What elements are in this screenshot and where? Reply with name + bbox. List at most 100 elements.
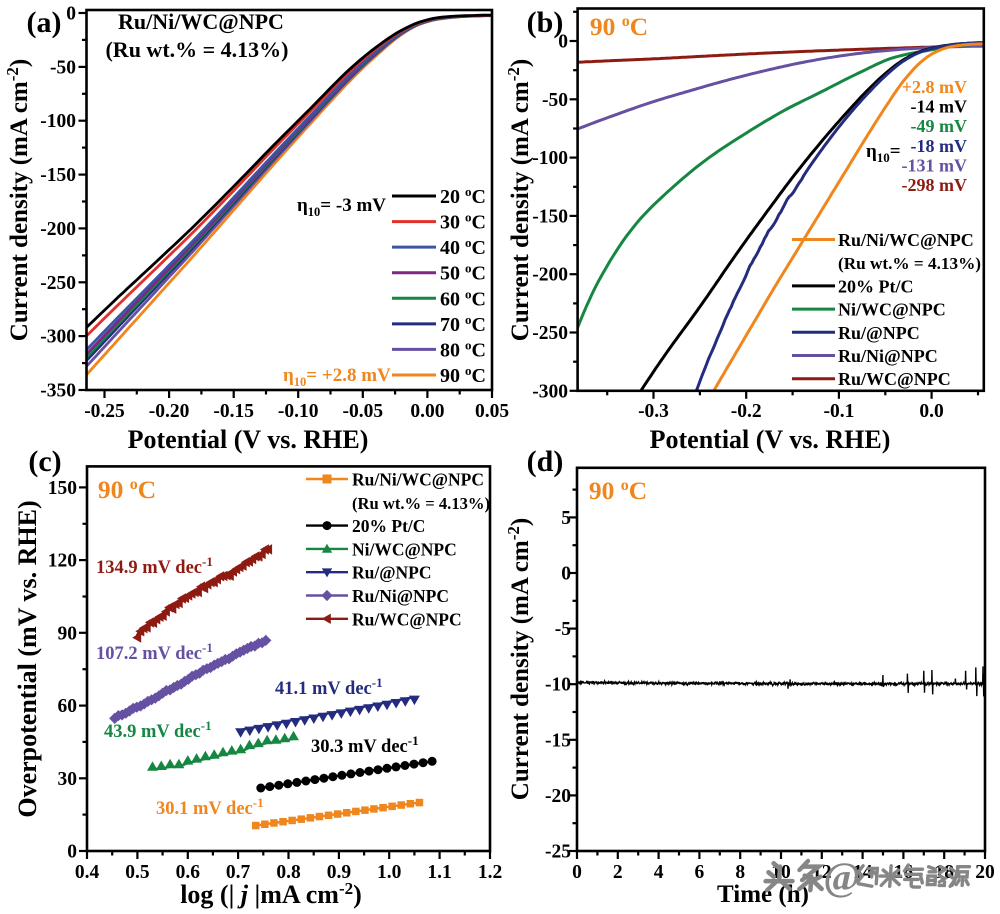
svg-text:0.7: 0.7: [226, 862, 251, 883]
svg-text:η10= +2.8 mV: η10= +2.8 mV: [283, 365, 391, 389]
svg-text:-0.20: -0.20: [149, 401, 190, 422]
svg-text:-131 mV: -131 mV: [902, 155, 968, 175]
svg-text:5: 5: [561, 508, 571, 529]
svg-text:-14 mV: -14 mV: [911, 97, 968, 117]
svg-text:90 oC: 90 oC: [98, 475, 156, 504]
svg-text:107.2 mV dec-1: 107.2 mV dec-1: [96, 640, 213, 664]
svg-text:2: 2: [613, 862, 623, 883]
svg-text:-100: -100: [532, 148, 568, 169]
svg-text:-350: -350: [40, 381, 76, 402]
svg-text:(c): (c): [28, 445, 61, 478]
svg-text:-49 mV: -49 mV: [911, 116, 968, 136]
svg-text:Current density (mA cm-2): Current density (mA cm-2): [504, 518, 534, 800]
svg-text:40 oC: 40 oC: [440, 235, 486, 259]
svg-text:-50: -50: [542, 90, 568, 111]
svg-text:(d): (d): [527, 445, 564, 478]
svg-text:43.9 mV dec-1: 43.9 mV dec-1: [104, 718, 212, 742]
svg-text:20 oC: 20 oC: [440, 184, 486, 208]
svg-text:-298 mV: -298 mV: [902, 175, 968, 195]
svg-text:4: 4: [654, 862, 664, 883]
svg-text:Ru/Ni/WC@NPC: Ru/Ni/WC@NPC: [118, 9, 284, 34]
svg-text:-18 mV: -18 mV: [911, 136, 968, 156]
svg-text:-0.05: -0.05: [342, 401, 383, 422]
svg-text:-20: -20: [545, 786, 571, 807]
svg-text:30: 30: [58, 769, 78, 790]
svg-text:Ru/Ni/WC@NPC: Ru/Ni/WC@NPC: [838, 230, 974, 250]
svg-text:60 oC: 60 oC: [440, 286, 486, 310]
svg-text:(b): (b): [527, 6, 564, 39]
svg-text:Overpotential (mV vs. RHE): Overpotential (mV vs. RHE): [13, 500, 42, 817]
svg-text:50 oC: 50 oC: [440, 261, 486, 285]
svg-text:Ru/WC@NPC: Ru/WC@NPC: [352, 609, 462, 629]
svg-text:1.1: 1.1: [427, 862, 451, 883]
svg-text:log (| j |mA cm-2): log (| j |mA cm-2): [180, 879, 362, 909]
svg-text:0.5: 0.5: [125, 862, 150, 883]
svg-text:Ni/WC@NPC: Ni/WC@NPC: [352, 539, 457, 559]
svg-text:20% Pt/C: 20% Pt/C: [838, 276, 914, 296]
svg-text:-0.3: -0.3: [638, 401, 669, 422]
svg-text:-0.1: -0.1: [823, 401, 854, 422]
svg-text:-250: -250: [40, 273, 76, 294]
svg-text:Ni/WC@NPC: Ni/WC@NPC: [838, 300, 946, 320]
svg-text:1.0: 1.0: [377, 862, 401, 883]
svg-text:6: 6: [695, 862, 705, 883]
svg-text:0.9: 0.9: [327, 862, 352, 883]
svg-text:Ru/@NPC: Ru/@NPC: [352, 563, 431, 583]
svg-text:Current density (mA cm-2): Current density (mA cm-2): [3, 59, 33, 341]
svg-text:Ru/Ni/WC@NPC: Ru/Ni/WC@NPC: [352, 470, 484, 490]
svg-text:41.1 mV dec-1: 41.1 mV dec-1: [275, 675, 383, 699]
svg-text:0.00: 0.00: [410, 401, 444, 422]
svg-text:-5: -5: [555, 619, 571, 640]
svg-text:-300: -300: [532, 381, 568, 402]
svg-text:η10=: η10=: [866, 141, 901, 165]
svg-text:-10: -10: [545, 675, 571, 696]
svg-text:Ru/@NPC: Ru/@NPC: [838, 323, 920, 343]
svg-text:-200: -200: [40, 219, 76, 240]
svg-text:-50: -50: [50, 57, 76, 78]
svg-text:-15: -15: [545, 730, 571, 751]
svg-text:120: 120: [48, 551, 77, 572]
svg-text:(Ru wt.% = 4.13%): (Ru wt.% = 4.13%): [838, 254, 981, 273]
svg-text:0: 0: [572, 862, 582, 883]
svg-text:@: @: [823, 854, 860, 899]
svg-text:70 oC: 70 oC: [440, 312, 486, 336]
svg-text:0.4: 0.4: [75, 862, 100, 883]
svg-text:30.3 mV dec-1: 30.3 mV dec-1: [311, 733, 419, 757]
svg-text:0.6: 0.6: [176, 862, 201, 883]
svg-text:0: 0: [561, 564, 571, 585]
svg-text:20: 20: [975, 862, 995, 883]
svg-text:20% Pt/C: 20% Pt/C: [352, 516, 425, 536]
svg-text:90 oC: 90 oC: [589, 476, 647, 505]
svg-text:80 oC: 80 oC: [440, 337, 486, 361]
svg-text:0: 0: [67, 842, 77, 863]
svg-text:Ru/Ni@NPC: Ru/Ni@NPC: [352, 586, 449, 606]
svg-text:90 oC: 90 oC: [440, 363, 486, 387]
svg-text:-0.2: -0.2: [731, 401, 762, 422]
svg-text:-0.25: -0.25: [84, 401, 125, 422]
svg-text:Ru/Ni@NPC: Ru/Ni@NPC: [838, 346, 938, 366]
svg-text:-0.15: -0.15: [213, 401, 254, 422]
svg-text:0: 0: [558, 32, 568, 53]
svg-text:30.1 mV dec-1: 30.1 mV dec-1: [156, 795, 264, 819]
svg-text:Time (h): Time (h): [717, 881, 809, 908]
svg-text:60: 60: [58, 696, 78, 717]
svg-text:30 oC: 30 oC: [440, 210, 486, 234]
svg-text:0: 0: [66, 4, 76, 25]
svg-text:90: 90: [58, 623, 78, 644]
svg-text:8: 8: [735, 862, 745, 883]
svg-text:134.9 mV dec-1: 134.9 mV dec-1: [96, 554, 213, 578]
svg-text:1.2: 1.2: [478, 862, 502, 883]
svg-text:0.8: 0.8: [276, 862, 301, 883]
svg-text:-25: -25: [545, 842, 571, 863]
svg-text:90 oC: 90 oC: [590, 12, 648, 41]
svg-text:-150: -150: [532, 206, 568, 227]
svg-text:-250: -250: [532, 323, 568, 344]
svg-text:(a): (a): [27, 6, 62, 39]
svg-text:(Ru wt.% = 4.13%): (Ru wt.% = 4.13%): [105, 37, 288, 62]
svg-text:0.05: 0.05: [475, 401, 509, 422]
svg-text:-300: -300: [40, 327, 76, 348]
svg-text:Ru/WC@NPC: Ru/WC@NPC: [838, 369, 951, 389]
svg-text:-0.10: -0.10: [278, 401, 319, 422]
svg-text:Potential (V vs. RHE): Potential (V vs. RHE): [650, 425, 891, 454]
svg-text:150: 150: [48, 478, 77, 499]
